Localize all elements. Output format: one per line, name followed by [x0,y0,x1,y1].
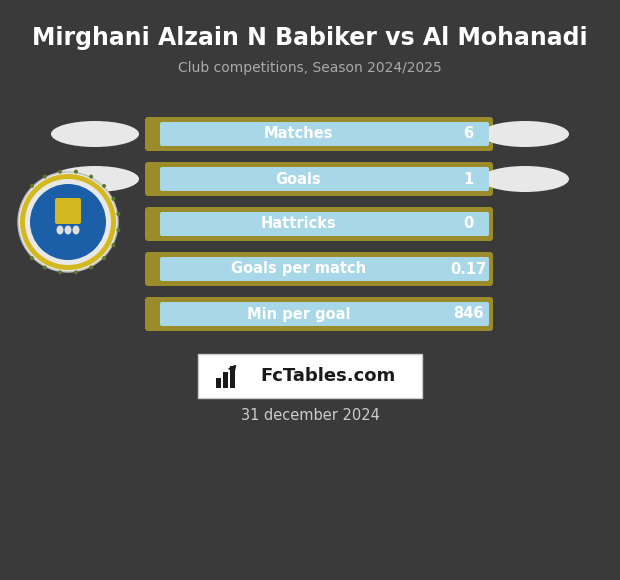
Ellipse shape [18,172,118,272]
Text: FcTables.com: FcTables.com [260,367,396,385]
Text: 31 december 2024: 31 december 2024 [241,408,379,422]
Ellipse shape [481,121,569,147]
FancyBboxPatch shape [145,207,493,241]
Circle shape [102,184,106,188]
FancyBboxPatch shape [145,252,493,286]
Circle shape [89,266,93,270]
Circle shape [74,169,78,173]
Text: 0.17: 0.17 [450,262,486,277]
Circle shape [30,184,34,188]
Ellipse shape [56,226,63,234]
Text: Goals: Goals [276,172,321,187]
Circle shape [102,256,106,260]
Circle shape [25,179,111,265]
Text: Hattricks: Hattricks [260,216,337,231]
Circle shape [89,175,93,179]
FancyBboxPatch shape [55,198,81,224]
Circle shape [20,174,116,270]
FancyBboxPatch shape [145,162,493,196]
FancyBboxPatch shape [145,297,493,331]
Ellipse shape [73,226,79,234]
Text: Min per goal: Min per goal [247,306,350,321]
Text: 6: 6 [463,126,473,142]
Circle shape [74,270,78,274]
FancyBboxPatch shape [198,354,422,398]
Text: Goals per match: Goals per match [231,262,366,277]
Circle shape [30,184,106,260]
Bar [223,372,228,388]
Text: 0: 0 [463,216,473,231]
Ellipse shape [64,226,71,234]
Text: 1: 1 [463,172,473,187]
FancyBboxPatch shape [160,122,489,146]
Circle shape [112,197,115,201]
Text: Mirghani Alzain N Babiker vs Al Mohanadi: Mirghani Alzain N Babiker vs Al Mohanadi [32,26,588,50]
FancyBboxPatch shape [160,167,489,191]
Bar [216,378,221,388]
Circle shape [117,212,120,216]
FancyBboxPatch shape [160,257,489,281]
Circle shape [117,228,120,232]
Text: Club competitions, Season 2024/2025: Club competitions, Season 2024/2025 [178,61,442,75]
Circle shape [30,256,34,260]
Ellipse shape [51,166,139,192]
Circle shape [43,266,47,270]
Circle shape [58,169,62,173]
Circle shape [58,270,62,274]
FancyBboxPatch shape [145,117,493,151]
Bar [230,366,235,388]
Ellipse shape [51,121,139,147]
Circle shape [43,175,47,179]
Text: Matches: Matches [264,126,333,142]
FancyBboxPatch shape [160,302,489,326]
FancyBboxPatch shape [160,212,489,236]
Ellipse shape [481,166,569,192]
Circle shape [112,243,115,247]
Text: 846: 846 [453,306,483,321]
